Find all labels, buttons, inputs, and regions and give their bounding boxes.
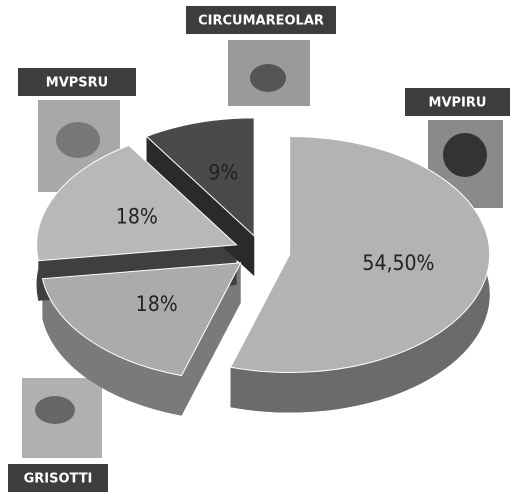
photo-detail	[250, 64, 286, 92]
value-label: 18%	[116, 205, 158, 229]
photo-detail	[56, 122, 100, 158]
photo-detail	[35, 396, 75, 424]
value-label: 9%	[208, 161, 238, 185]
category-label: MVPSRU	[46, 76, 108, 91]
value-label: 18%	[136, 292, 178, 316]
photo-detail	[443, 133, 487, 177]
category-label: CIRCUMAREOLAR	[198, 14, 324, 29]
category-label: GRISOTTI	[24, 472, 93, 487]
category-label: MVPIRU	[429, 96, 487, 111]
value-label: 54,50%	[362, 251, 434, 275]
chart: 54,50% 18% 18% 9% MVPIRU GRISOTTI MVPSRU CIRCU…	[0, 0, 515, 494]
pie: 54,50% 18% 18% 9%	[37, 118, 490, 416]
